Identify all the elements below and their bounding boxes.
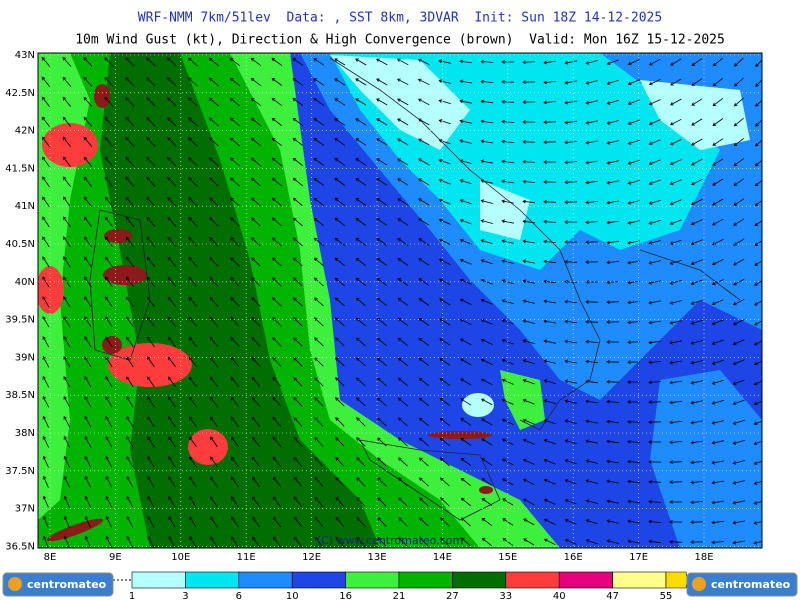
subtitle: 10m Wind Gust (kt), Direction & High Con… <box>75 33 725 48</box>
lon-label: 17E <box>629 552 648 563</box>
legend-value: 21 <box>393 591 406 600</box>
legend-swatch <box>238 571 293 589</box>
pale-field <box>462 393 494 417</box>
lon-label: 9E <box>109 552 122 563</box>
gust-core <box>188 429 228 465</box>
lat-label: 39.5N <box>5 315 35 326</box>
legend-value: 16 <box>339 591 352 600</box>
legend-swatch <box>612 571 667 589</box>
longitude-labels: 8E 9E 10E 11E 12E 13E 14E 15E 16E 17E 18E <box>44 552 714 563</box>
convergence <box>103 265 147 285</box>
lon-label: 10E <box>171 552 190 563</box>
light-green-field <box>38 53 90 520</box>
lon-label: 11E <box>237 552 256 563</box>
lon-label: 18E <box>694 552 713 563</box>
legend-swatch <box>345 571 400 589</box>
legend-swatch <box>665 571 688 589</box>
dark-green-field <box>100 53 380 548</box>
convergence <box>46 84 493 542</box>
legend-value: 27 <box>446 591 459 600</box>
logo-left <box>2 572 114 597</box>
coastline <box>89 57 741 521</box>
logo-icon <box>692 577 706 591</box>
lat-label: 42N <box>15 126 35 137</box>
convergence <box>102 336 122 354</box>
convergence <box>94 84 110 108</box>
light-green-field <box>500 370 545 430</box>
legend-swatch <box>131 571 186 589</box>
map-frame <box>37 52 763 549</box>
lat-label: 36.5N <box>5 541 35 552</box>
map-field: (C) www.centromateo.com <box>38 53 762 548</box>
legend-value: 33 <box>499 591 512 600</box>
lat-label: 37.5N <box>5 466 35 477</box>
legend-value: 3 <box>182 591 188 600</box>
legend-value: 40 <box>553 591 566 600</box>
lat-label: 38.5N <box>5 390 35 401</box>
legend-value: 6 <box>236 591 242 600</box>
lat-label: 40.5N <box>5 239 35 250</box>
lat-label: 41.5N <box>5 163 35 174</box>
lat-label: 42.5N <box>5 88 35 99</box>
legend-swatch <box>291 571 346 589</box>
lon-label: 16E <box>564 552 583 563</box>
lat-label: 40N <box>15 277 35 288</box>
lon-label: 13E <box>367 552 386 563</box>
title: WRF-NMM 7km/51lev Data: , SST 8km, 3DVAR… <box>138 11 662 26</box>
lat-label: 39N <box>15 352 35 363</box>
logo-right <box>686 572 798 597</box>
legend-swatch <box>452 571 507 589</box>
wind-arrows <box>41 56 762 548</box>
graticule <box>38 53 762 548</box>
watermark: (C) www.centromateo.com <box>317 534 463 547</box>
lat-label: 41N <box>15 201 35 212</box>
legend: 1 3 6 10 16 21 27 33 40 47 55 <box>113 571 688 600</box>
lon-label: 15E <box>498 552 517 563</box>
logo-icon <box>8 577 22 591</box>
legend-swatch <box>505 571 560 589</box>
legend-swatch <box>558 571 613 589</box>
lon-label: 14E <box>433 552 452 563</box>
legend-value: 55 <box>660 591 673 600</box>
lat-label: 38N <box>15 428 35 439</box>
convergence <box>428 431 492 439</box>
convergence <box>104 229 132 243</box>
logo-text: centromateo <box>27 578 107 591</box>
lat-label: 37N <box>15 504 35 515</box>
gust-core <box>42 123 98 167</box>
gust-core <box>38 123 228 465</box>
lon-label: 8E <box>44 552 57 563</box>
legend-value: 1 <box>129 591 135 600</box>
legend-value: 10 <box>286 591 299 600</box>
gust-core <box>108 343 192 387</box>
pale-field <box>330 55 750 240</box>
lon-label: 12E <box>302 552 321 563</box>
latitude-labels: 43N 42.5N 42N 41.5N 41N 40.5N 40N 39.5N 39N 38.5N… <box>5 50 35 552</box>
legend-value: 47 <box>606 591 619 600</box>
lat-label: 43N <box>15 50 35 61</box>
convergence <box>479 486 493 494</box>
logo-text: centromateo <box>711 578 791 591</box>
legend-swatch <box>185 571 240 589</box>
legend-swatch <box>398 571 453 589</box>
